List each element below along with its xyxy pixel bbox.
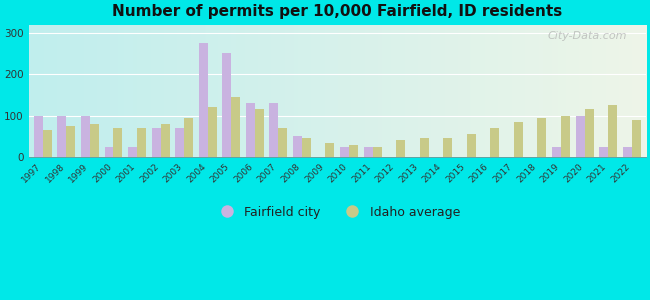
Bar xyxy=(349,145,358,157)
Bar xyxy=(490,128,499,157)
Bar xyxy=(372,147,382,157)
Bar xyxy=(208,107,216,157)
Bar xyxy=(623,147,632,157)
Bar xyxy=(302,138,311,157)
Bar xyxy=(90,124,99,157)
Bar xyxy=(34,116,43,157)
Bar xyxy=(231,97,240,157)
Bar xyxy=(420,138,428,157)
Bar xyxy=(363,147,372,157)
Bar xyxy=(222,53,231,157)
Bar xyxy=(199,43,208,157)
Bar xyxy=(175,128,184,157)
Bar xyxy=(632,120,641,157)
Bar xyxy=(151,128,161,157)
Bar xyxy=(57,116,66,157)
Bar xyxy=(293,136,302,157)
Bar xyxy=(269,103,278,157)
Bar xyxy=(576,116,584,157)
Bar xyxy=(105,147,114,157)
Bar xyxy=(255,110,264,157)
Bar xyxy=(538,118,547,157)
Bar xyxy=(43,130,52,157)
Bar xyxy=(137,128,146,157)
Bar xyxy=(514,122,523,157)
Bar xyxy=(608,105,617,157)
Bar xyxy=(340,147,349,157)
Bar xyxy=(599,147,608,157)
Bar xyxy=(278,128,287,157)
Text: City-Data.com: City-Data.com xyxy=(548,31,627,41)
Bar xyxy=(161,124,170,157)
Bar xyxy=(66,126,75,157)
Bar xyxy=(443,138,452,157)
Title: Number of permits per 10,000 Fairfield, ID residents: Number of permits per 10,000 Fairfield, … xyxy=(112,4,562,19)
Bar xyxy=(396,140,405,157)
Bar xyxy=(561,116,570,157)
Bar xyxy=(184,118,193,157)
Bar xyxy=(246,103,255,157)
Bar xyxy=(128,147,137,157)
Legend: Fairfield city, Idaho average: Fairfield city, Idaho average xyxy=(209,201,465,224)
Bar xyxy=(467,134,476,157)
Bar xyxy=(584,110,593,157)
Bar xyxy=(326,142,334,157)
Bar xyxy=(114,128,122,157)
Bar xyxy=(552,147,561,157)
Bar xyxy=(81,116,90,157)
